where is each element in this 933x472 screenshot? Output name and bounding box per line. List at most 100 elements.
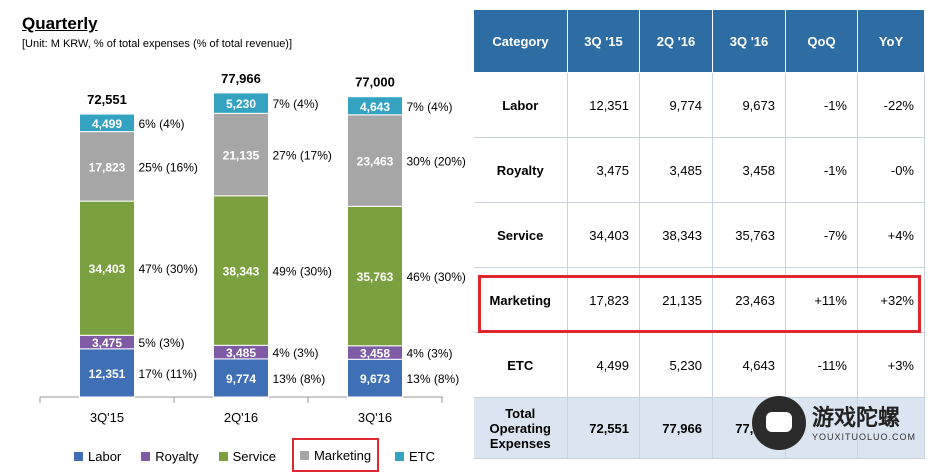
legend-swatch-labor	[74, 451, 83, 461]
bar-segment-marketing	[213, 112, 269, 197]
bar-segment-marketing	[79, 131, 135, 202]
percent-label: 47% (30%)	[139, 262, 198, 276]
data-label: 34,403	[89, 262, 126, 276]
cell-value: 3,485	[639, 137, 713, 203]
marketing-row-highlight	[478, 275, 921, 333]
header-3q15: 3Q '15	[567, 9, 640, 73]
cell-value: 3,475	[567, 137, 640, 203]
data-label: 12,351	[89, 367, 126, 381]
cell-value: 34,403	[567, 202, 640, 268]
cell-value: 77,966	[639, 397, 713, 459]
cell-value: 3,458	[712, 137, 786, 203]
bar-segment-service	[79, 200, 135, 336]
data-label: 17,823	[89, 160, 126, 174]
header-yoy: YoY	[857, 9, 925, 73]
cell-value: 72,551	[567, 397, 640, 459]
cell-value: 17,823	[567, 267, 640, 333]
percent-label: 4% (3%)	[407, 347, 453, 361]
header-3q16: 3Q '16	[712, 9, 786, 73]
data-label: 4,643	[360, 100, 390, 114]
bar-segment-labor	[79, 348, 135, 398]
percent-label: 7% (4%)	[407, 100, 453, 114]
stacked-bar-chart: 3Q'15 12,351 17% (11%) 3,475 5% (3%) 34,403 47…	[39, 71, 466, 425]
watermark-sub: YOUXITUOLUO.COM	[812, 432, 917, 442]
cell-category: Service	[473, 202, 568, 268]
legend-swatch-service	[218, 451, 228, 461]
percent-label: 5% (3%)	[139, 336, 185, 350]
cell-value: 5,230	[639, 332, 713, 398]
legend-item-royalty: Royalty	[137, 444, 202, 468]
data-label: 3,475	[92, 336, 122, 350]
percent-label: 27% (17%)	[273, 149, 332, 163]
data-label: 38,343	[223, 265, 260, 279]
percent-label: 4% (3%)	[273, 346, 319, 360]
total-label: 77,966	[221, 71, 261, 86]
gyroscope-logo-icon	[752, 396, 806, 450]
legend-swatch-marketing	[299, 450, 309, 460]
cell-value: 4,643	[712, 332, 786, 398]
percent-label: 6% (4%)	[139, 117, 185, 131]
bar-segment-etc	[347, 96, 403, 116]
bar-segment-etc	[79, 113, 135, 133]
data-label: 9,673	[360, 372, 390, 386]
chart-legend: Labor Royalty Service Marketing ETC	[70, 438, 451, 472]
cell-value: +11%	[785, 267, 858, 333]
legend-label: Labor	[88, 448, 122, 464]
data-label: 21,135	[223, 149, 260, 163]
cell-category: Labor	[473, 72, 568, 138]
cell-value: 38,343	[639, 202, 713, 268]
bar-segment-etc	[213, 92, 269, 114]
cell-value: 21,135	[639, 267, 713, 333]
data-label: 3,458	[360, 347, 390, 361]
x-tick-label: 3Q'16	[358, 410, 392, 425]
page-title: Quarterly	[22, 14, 98, 33]
percent-label: 13% (8%)	[273, 372, 326, 386]
cell-value	[857, 397, 925, 459]
cell-category: Total Operating Expenses	[473, 397, 568, 459]
cell-value: -7%	[785, 202, 858, 268]
legend-swatch-royalty	[141, 451, 151, 461]
bar-segment-labor	[347, 358, 403, 398]
legend-label: ETC	[409, 448, 436, 464]
data-label: 9,774	[226, 372, 256, 386]
cell-value: 9,774	[639, 72, 713, 138]
cell-category: Royalty	[473, 137, 568, 203]
x-tick-label: 2Q'16	[224, 410, 258, 425]
data-label: 4,499	[92, 117, 122, 131]
percent-label: 46% (30%)	[407, 270, 466, 284]
data-label: 35,763	[357, 270, 394, 284]
table-row: Marketing 17,823 21,135 23,463 +11% +32%	[473, 267, 925, 333]
x-tick-label: 3Q'15	[90, 410, 124, 425]
legend-label: Royalty	[155, 448, 199, 464]
cell-value: -0%	[857, 137, 925, 203]
percent-label: 49% (30%)	[273, 265, 332, 279]
legend-item-etc: ETC	[391, 444, 439, 468]
percent-label: 13% (8%)	[407, 372, 460, 386]
header-qoq: QoQ	[785, 9, 858, 73]
watermark-text: 游戏陀螺	[812, 405, 901, 430]
table-row: Royalty 3,475 3,485 3,458 -1% -0%	[473, 137, 925, 203]
cell-value: +4%	[857, 202, 925, 268]
data-label: 23,463	[357, 155, 394, 169]
total-label: 77,000	[355, 75, 395, 90]
bar-segment-service	[213, 195, 269, 346]
legend-item-marketing: Marketing	[291, 438, 380, 472]
legend-label: Service	[232, 448, 276, 464]
legend-swatch-etc	[395, 451, 405, 461]
percent-label: 25% (16%)	[139, 160, 198, 174]
cell-category: ETC	[473, 332, 568, 398]
cell-value: 9,673	[712, 72, 786, 138]
legend-item-service: Service	[215, 444, 280, 468]
cell-category: Marketing	[473, 267, 568, 333]
bar-segment-labor	[213, 358, 269, 398]
header-category: Category	[473, 9, 568, 73]
bar-segment-marketing	[347, 114, 403, 207]
cell-value: -1%	[785, 137, 858, 203]
percent-label: 17% (11%)	[139, 367, 197, 381]
table-row: Service 34,403 38,343 35,763 -7% +4%	[473, 202, 925, 268]
cell-value: 4,499	[567, 332, 640, 398]
cell-value: -11%	[785, 332, 858, 398]
legend-item-labor: Labor	[70, 444, 125, 468]
data-label: 3,485	[226, 346, 256, 360]
table-row: Labor 12,351 9,774 9,673 -1% -22%	[473, 72, 925, 138]
